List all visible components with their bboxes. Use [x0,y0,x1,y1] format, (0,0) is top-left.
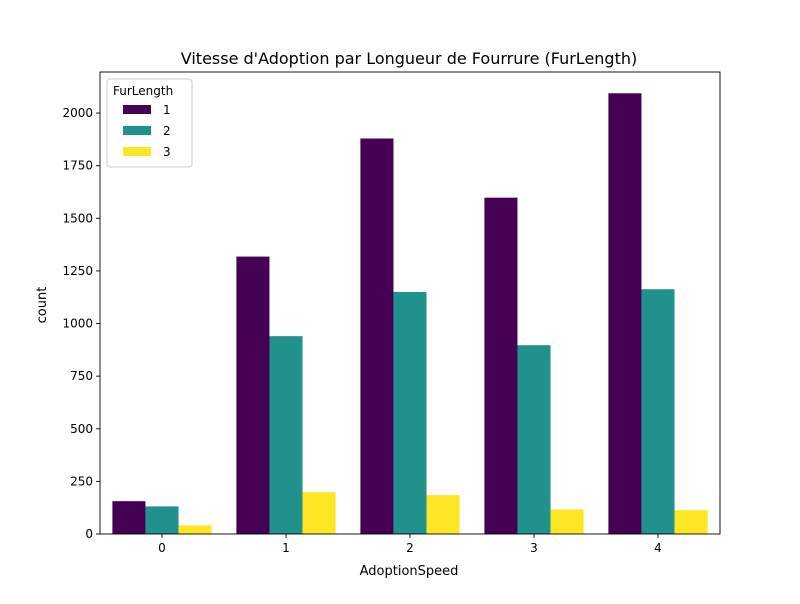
bar-2-3 [517,345,551,534]
bar-3-0 [178,525,212,534]
legend-label-2: 2 [163,124,171,138]
bar-1-0 [112,501,146,534]
axes-group: 0 1 2 3 4 0 250 500 750 1000 1250 1500 1750 2000 [62,71,721,555]
bar-3-2 [426,495,460,534]
y-tick-label: 2000 [62,106,93,120]
x-tick-label: 2 [406,541,414,555]
legend-label-3: 3 [163,145,171,159]
bar-3-4 [674,510,708,534]
chart-title: Vitesse d'Adoption par Longueur de Fourr… [181,49,637,68]
y-tick-label: 0 [85,527,93,541]
legend-label-1: 1 [163,103,171,117]
y-axis-label: count [35,287,50,324]
bar-1-1 [236,256,270,534]
x-tick-label: 4 [654,541,662,555]
legend-title: FurLength [113,84,173,98]
bar-1-4 [608,93,642,535]
legend-swatch-1 [123,105,151,114]
x-tick-label: 0 [158,541,166,555]
y-tick-label: 1000 [62,317,93,331]
bar-1-2 [360,138,394,534]
y-tick-label: 500 [70,422,93,436]
bars-group [112,93,708,535]
bar-3-1 [302,492,336,534]
y-tick-label: 750 [70,369,93,383]
legend-box [106,78,193,168]
y-tick-label: 1500 [62,211,93,225]
legend-swatch-3 [123,147,151,156]
legend: FurLength 1 2 3 [106,78,193,168]
x-tick-label: 1 [282,541,290,555]
x-axis-label: AdoptionSpeed [360,564,459,579]
y-tick-label: 1750 [62,159,93,173]
bar-2-2 [393,291,427,534]
bar-3-3 [550,509,584,534]
bar-2-0 [145,506,179,534]
legend-swatch-2 [123,126,151,135]
y-tick-label: 1250 [62,264,93,278]
y-tick-label: 250 [70,474,93,488]
bar-2-4 [641,289,675,534]
bar-1-3 [484,197,518,534]
x-tick-label: 3 [530,541,538,555]
bar-2-1 [269,336,303,534]
